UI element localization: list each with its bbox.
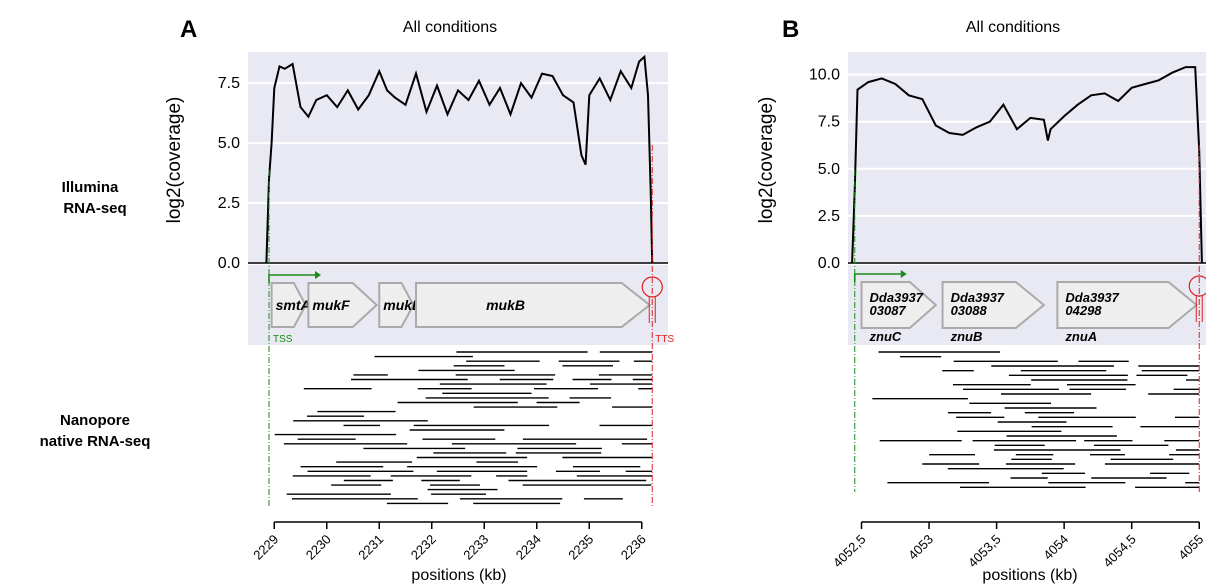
ytick-label: 5.0 <box>218 135 240 152</box>
panel-b-title: All conditions <box>966 19 1060 36</box>
tts-label: TTS <box>655 334 674 345</box>
tss-arrowhead <box>315 271 321 279</box>
x-tick-label: 4053,5 <box>965 532 1004 571</box>
panel-b-plot-background <box>848 52 1206 263</box>
panel-b-x-axis: 4052,5 4053 4053,5 4054 4054,5 4055 <box>830 521 1206 571</box>
gene-label: Dda3937 <box>1065 290 1119 305</box>
terminator-hairpin-icon <box>1188 275 1206 297</box>
row-label-illumina-line1: Illumina <box>62 179 119 196</box>
panel-b-ytick-labels: 0.0 2.5 5.0 7.5 10.0 <box>809 67 840 272</box>
x-tick-label: 2232 <box>408 532 439 563</box>
gene-arrow <box>270 282 307 328</box>
panel-letter-a: A <box>180 16 197 43</box>
tss-arrow <box>268 274 315 283</box>
panel-a-ytick-labels: 0.0 2.5 5.0 7.5 <box>218 75 240 272</box>
panel-b: B All conditions log2(coverage) 0.0 2.5 5.… <box>756 16 1206 584</box>
gene-arrow <box>941 281 1046 329</box>
gene-arrow <box>860 281 938 329</box>
panel-b-nanopore-reads <box>872 351 1200 488</box>
panel-a-tss-tts-markers: TSS TTS <box>268 145 674 508</box>
panel-a: A All conditions log2(coverage) 0.0 2.5 5.… <box>164 16 674 584</box>
panel-a-nanopore-reads <box>274 351 653 505</box>
panel-a-gridlines <box>248 82 668 205</box>
gene-sublabel: znuB <box>950 329 983 344</box>
panel-b-gene-track: Dda393703087znuCDda393703088znuBDda39370… <box>860 281 1199 344</box>
panel-letter-b: B <box>782 16 799 43</box>
gene-label: mukB <box>486 297 525 313</box>
panel-a-ylabel: log2(coverage) <box>164 97 185 224</box>
gene-sublabel: znuC <box>869 329 902 344</box>
gene-arrow <box>307 282 379 328</box>
ytick-label: 0.0 <box>218 255 240 272</box>
ytick-label: 7.5 <box>818 114 840 131</box>
panel-a-gene-track: smtA mukF mukE mukB <box>270 282 652 328</box>
gene-label: 03088 <box>951 303 988 318</box>
x-tick-label: 4053 <box>905 532 936 563</box>
panel-a-x-axis: 2229 2230 2231 2232 2233 2234 2235 2236 <box>250 521 649 563</box>
x-tick-label: 2231 <box>355 532 386 563</box>
gene-label: Dda3937 <box>870 290 924 305</box>
x-tick-label: 2236 <box>618 532 649 563</box>
tss-arrow <box>853 273 901 282</box>
x-tick-label: 4054,5 <box>1100 532 1139 571</box>
panel-a-title: All conditions <box>403 19 497 36</box>
x-tick-label: 2230 <box>303 532 334 563</box>
panel-b-coverage-line <box>851 66 1203 264</box>
x-tick-label: 2233 <box>460 532 491 563</box>
gene-arrow <box>378 282 415 328</box>
ytick-label: 2.5 <box>818 208 840 225</box>
panel-a-xlabel: positions (kb) <box>411 567 506 584</box>
panel-b-tss-tts-markers <box>853 145 1206 492</box>
ytick-label: 0.0 <box>818 255 840 272</box>
gene-label: 03087 <box>870 303 907 318</box>
x-tick-label: 2234 <box>513 532 544 563</box>
terminator-hairpin-icon <box>641 276 663 298</box>
gene-label: 04298 <box>1065 303 1102 318</box>
ytick-label: 2.5 <box>218 195 240 212</box>
gene-sublabel: znuA <box>1064 329 1097 344</box>
ytick-label: 7.5 <box>218 75 240 92</box>
panel-b-ylabel: log2(coverage) <box>756 97 777 224</box>
row-label-nanopore-line2: native RNA-seq <box>40 433 151 450</box>
panel-b-xlabel: positions (kb) <box>982 567 1077 584</box>
gene-label: Dda3937 <box>951 290 1005 305</box>
row-label-illumina-line2: RNA-seq <box>63 200 126 217</box>
gene-arrow <box>415 282 652 328</box>
row-label-nanopore-line1: Nanopore <box>60 412 130 429</box>
x-tick-label: 4055 <box>1175 532 1206 563</box>
gene-label: smtA <box>276 297 311 313</box>
gene-arrow <box>1056 281 1199 329</box>
panel-a-coverage-line <box>265 54 654 264</box>
tss-label: TSS <box>273 334 293 345</box>
ytick-label: 5.0 <box>818 161 840 178</box>
x-tick-label: 4054 <box>1040 532 1071 563</box>
ytick-label: 10.0 <box>809 67 840 84</box>
x-tick-label: 2235 <box>565 532 596 563</box>
x-tick-label: 4052,5 <box>830 532 869 571</box>
x-tick-label: 2229 <box>250 532 281 563</box>
gene-label: mukF <box>312 297 350 313</box>
tss-arrowhead <box>900 270 907 278</box>
panel-a-plot-background <box>248 52 668 263</box>
gene-label: mukE <box>383 297 422 313</box>
